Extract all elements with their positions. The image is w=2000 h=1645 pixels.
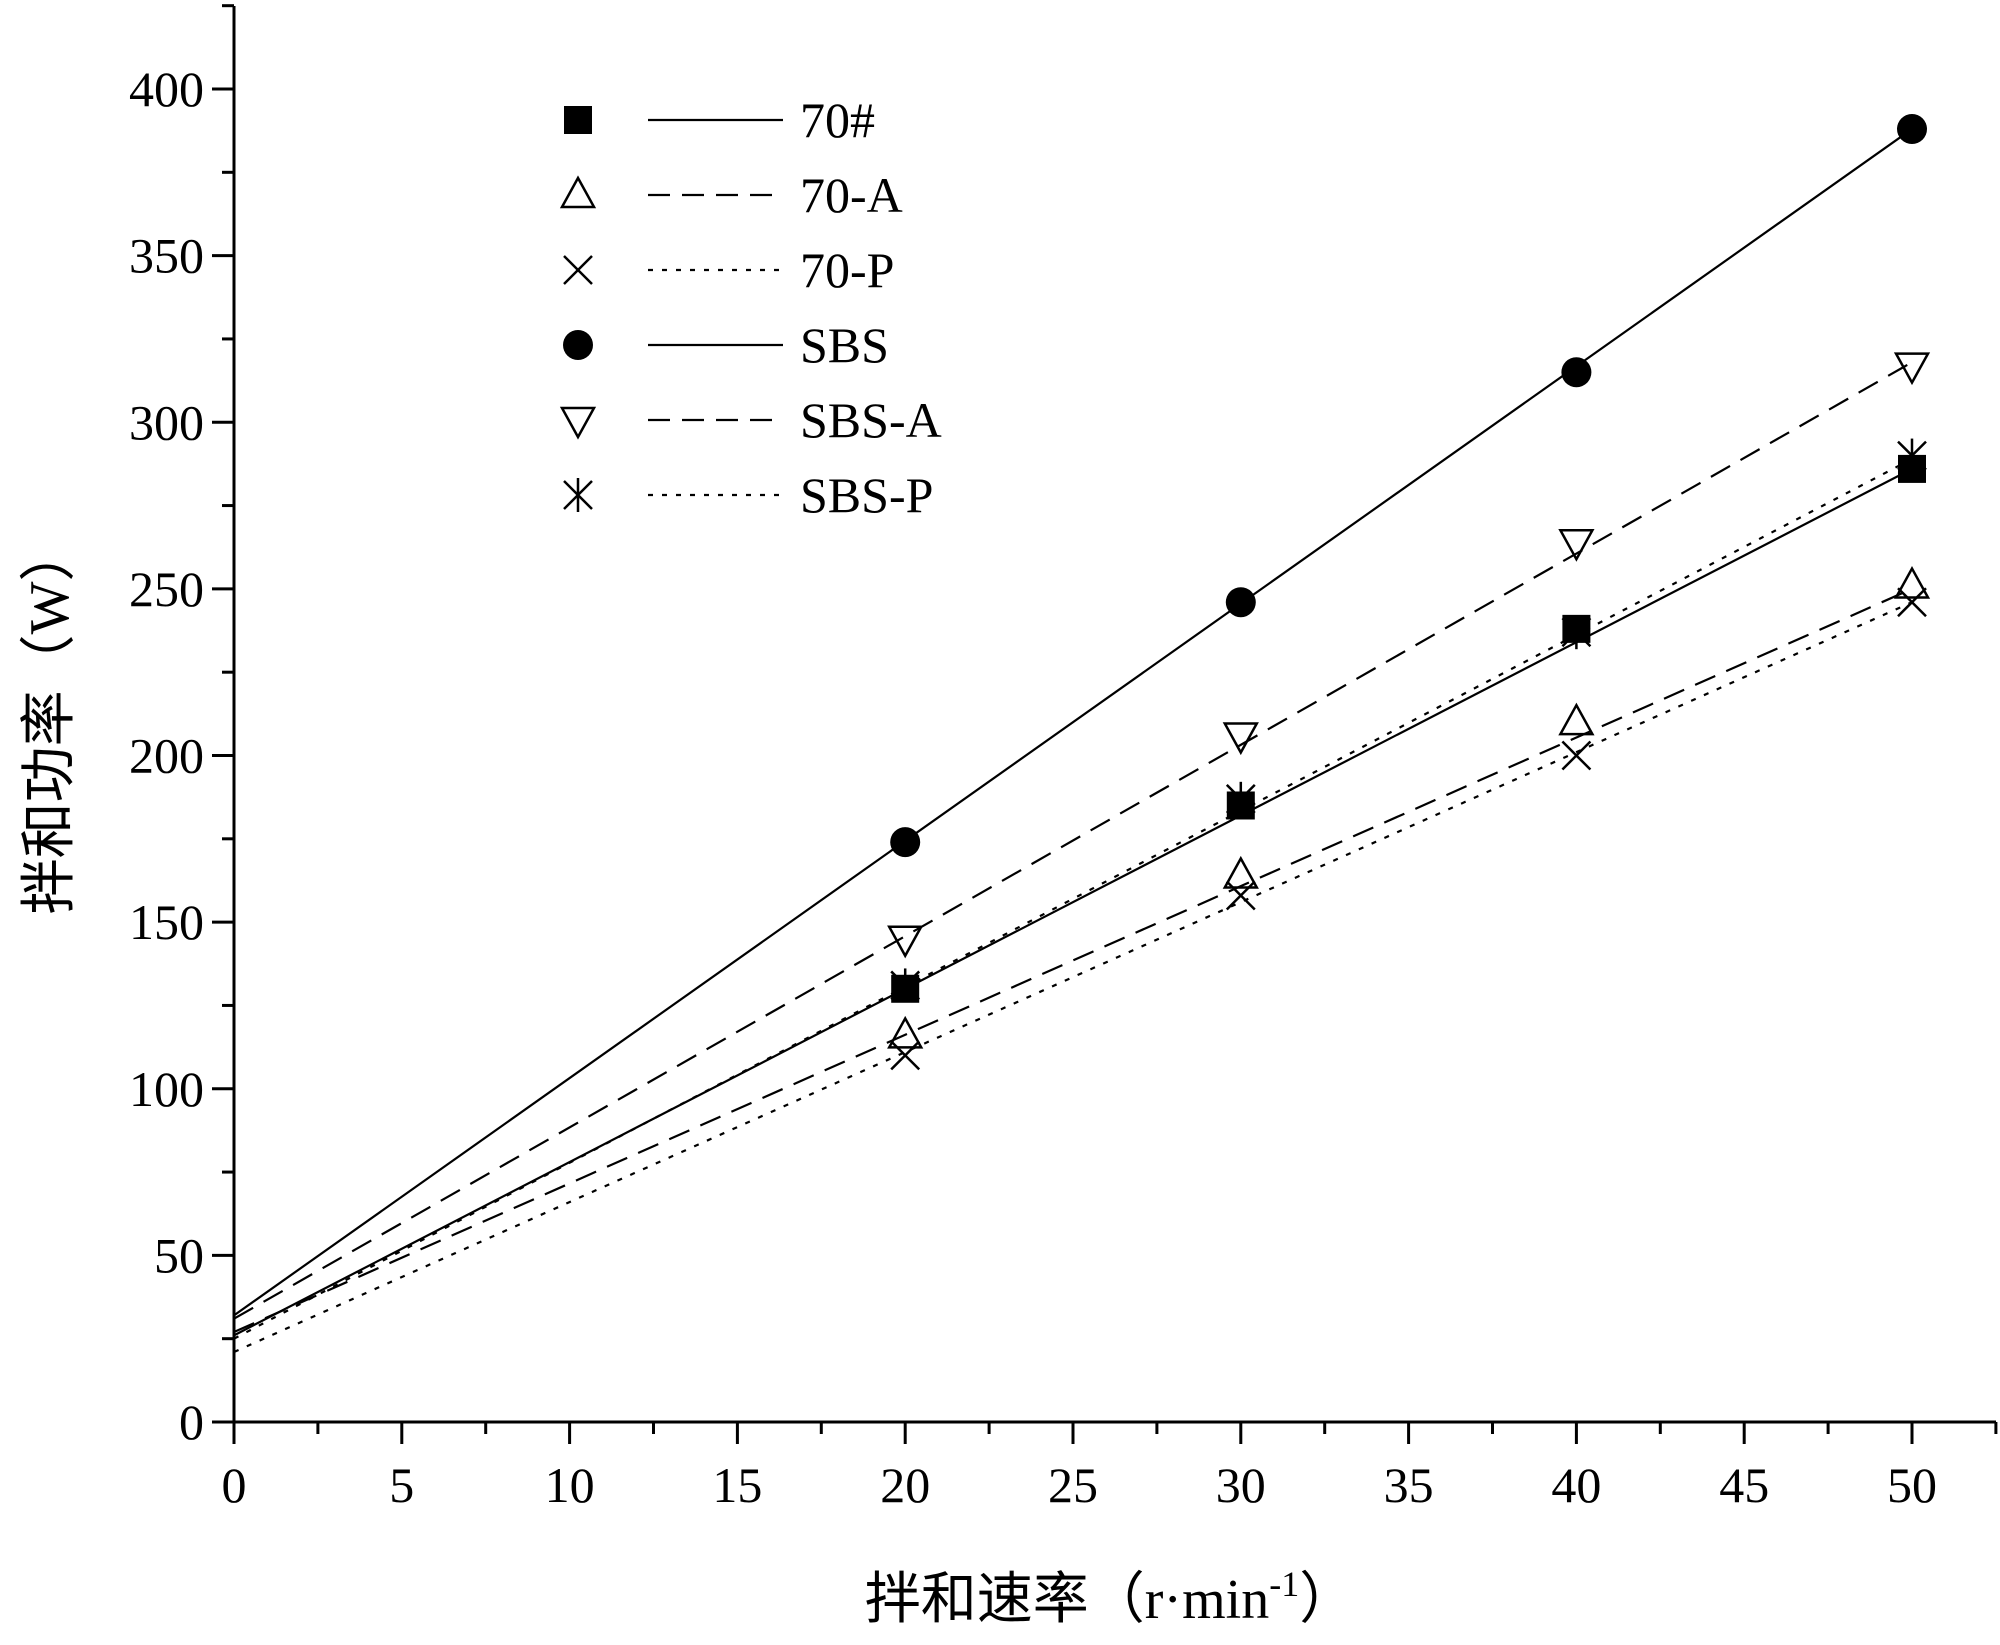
data-point-1-1	[1222, 855, 1259, 889]
data-point-1-3	[1893, 565, 1931, 599]
series-fit-line-3	[233, 128, 1913, 1317]
marker-shape	[564, 106, 592, 134]
marker-shape	[1561, 740, 1592, 771]
y-tick-label: 50	[154, 1227, 204, 1283]
data-point-1-0	[887, 1015, 924, 1049]
x-tick-label: 25	[1048, 1457, 1098, 1513]
marker-shape	[890, 827, 921, 858]
legend-marker-2	[563, 255, 593, 285]
x-tick-label: 30	[1216, 1457, 1266, 1513]
legend-label-0: 70#	[800, 92, 875, 148]
data-point-3-0	[890, 827, 921, 858]
y-tick-label: 150	[129, 894, 204, 950]
series-fit-line-1	[233, 587, 1913, 1334]
marker-shape	[1225, 587, 1256, 618]
marker-shape	[1558, 528, 1595, 562]
data-point-4-3	[1893, 352, 1931, 386]
marker-shape	[1222, 722, 1259, 756]
marker-shape	[1558, 702, 1595, 736]
data-point-3-2	[1561, 357, 1592, 388]
legend-label-1: 70-A	[800, 167, 903, 223]
y-axis-title: 拌和功率（W）	[19, 526, 81, 915]
series-fit-line-0	[233, 467, 1913, 1337]
marker-shape	[1893, 565, 1931, 599]
series-fit-line-5	[233, 457, 1913, 1340]
marker-shape	[1893, 352, 1931, 386]
x-tick-label: 20	[880, 1457, 930, 1513]
legend-marker-3	[563, 330, 593, 360]
plot-area	[233, 128, 1913, 1354]
marker-shape	[887, 1015, 924, 1049]
data-point-2-3	[1897, 587, 1927, 618]
marker-shape	[1561, 357, 1592, 388]
y-tick-label: 0	[179, 1394, 204, 1450]
marker-shape	[563, 255, 593, 285]
y-tick-label: 250	[129, 561, 204, 617]
data-point-5-2	[1561, 615, 1592, 650]
legend-label-3: SBS	[800, 317, 889, 373]
x-tick-label: 50	[1887, 1457, 1937, 1513]
legend-marker-1	[559, 175, 597, 209]
series-fit-line-2	[233, 601, 1913, 1354]
data-point-2-1	[1225, 880, 1256, 911]
series-fit-line-4	[233, 361, 1913, 1320]
y-tick-label: 200	[129, 728, 204, 784]
x-tick-label: 40	[1551, 1457, 1601, 1513]
data-point-3-1	[1225, 587, 1256, 618]
marker-shape	[559, 175, 597, 209]
y-tick-label: 300	[129, 394, 204, 450]
data-point-5-1	[1225, 781, 1256, 816]
x-tick-label: 15	[712, 1457, 762, 1513]
legend-marker-4	[559, 406, 597, 440]
data-point-2-0	[890, 1040, 921, 1071]
data-point-4-1	[1222, 722, 1259, 756]
marker-shape	[1897, 113, 1927, 144]
data-point-4-0	[887, 925, 924, 959]
legend: 70# 70-A 70-P SBS SBS-A SBS-P	[559, 92, 942, 523]
marker-shape	[1222, 855, 1259, 889]
data-point-4-2	[1558, 528, 1595, 562]
marker-shape	[887, 925, 924, 959]
legend-label-5: SBS-P	[800, 467, 933, 523]
legend-label-4: SBS-A	[800, 392, 942, 448]
marker-shape	[1225, 880, 1256, 911]
x-tick-label: 5	[389, 1457, 414, 1513]
legend-label-2: 70-P	[800, 242, 894, 298]
marker-shape	[563, 330, 593, 360]
axes: 0 5 10 15 20 25 30 35 40 45 50 0 50 100 150 200 250 300 35…	[129, 4, 1998, 1513]
x-tick-label: 10	[545, 1457, 595, 1513]
x-axis-title: 拌和速率（r·min-1）	[865, 1564, 1355, 1631]
marker-shape	[559, 406, 597, 440]
legend-marker-0	[564, 106, 592, 134]
data-point-1-2	[1558, 702, 1595, 736]
y-tick-label: 350	[129, 228, 204, 284]
marker-shape	[1897, 587, 1927, 618]
marker-shape	[890, 1040, 921, 1071]
x-tick-label: 0	[222, 1457, 247, 1513]
data-point-2-2	[1561, 740, 1592, 771]
data-point-3-3	[1897, 113, 1927, 144]
legend-marker-5	[563, 478, 593, 512]
data-point-5-0	[890, 968, 921, 1003]
y-tick-label: 100	[129, 1061, 204, 1117]
x-tick-label: 35	[1384, 1457, 1434, 1513]
data-markers	[887, 113, 1931, 1071]
data-point-5-3	[1897, 438, 1927, 473]
y-tick-label: 400	[129, 61, 204, 117]
x-tick-label: 45	[1719, 1457, 1769, 1513]
